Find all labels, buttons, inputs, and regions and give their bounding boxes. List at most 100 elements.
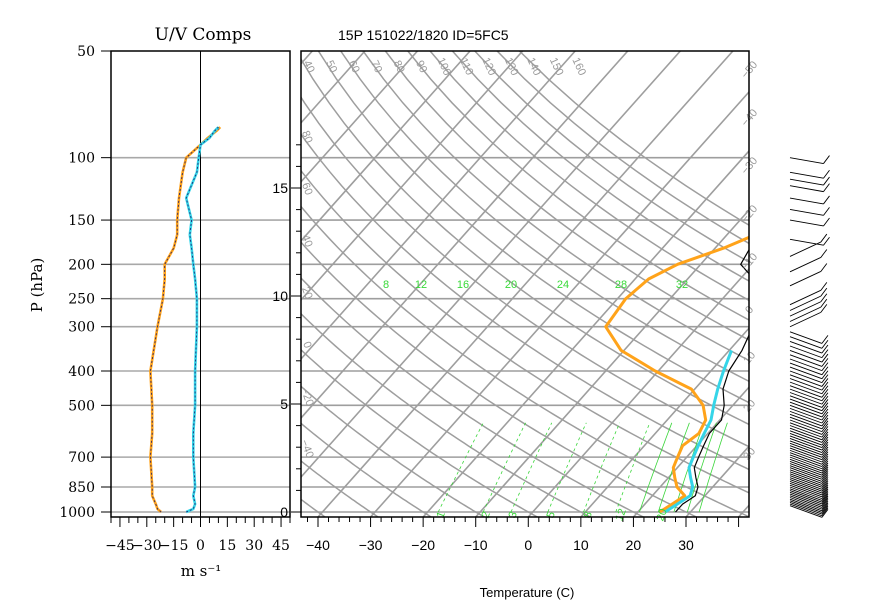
wind-barb <box>789 311 822 328</box>
left-adiabat-label: 0 <box>300 340 313 350</box>
wind-barb-flag <box>821 444 829 453</box>
uv-ytick-label: 200 <box>68 257 95 273</box>
wind-barb-flag <box>821 505 829 515</box>
wind-barb <box>789 413 823 427</box>
uv-ytick-label: 700 <box>68 450 95 466</box>
wind-barb-flag <box>821 335 829 344</box>
mixing-ratio-label: 32 <box>676 279 688 291</box>
wind-barb-flag <box>821 353 829 363</box>
wind-barb <box>789 410 823 424</box>
uv-ytick-label: 50 <box>77 44 95 60</box>
wind-barb-flag <box>821 488 829 498</box>
wind-barb <box>789 388 823 402</box>
uv-ytick-label: 100 <box>68 151 95 167</box>
wind-barb-flag <box>821 458 829 467</box>
uv-ytick-label: 850 <box>68 480 95 496</box>
wind-barb <box>789 454 823 467</box>
wind-barb-flag <box>821 502 829 512</box>
uv-xtick-label: −45 <box>105 538 135 554</box>
wind-barb <box>789 491 823 505</box>
dry-adiabat-label: 80 <box>391 59 407 75</box>
wind-barb-flag <box>823 195 830 205</box>
wind-barb <box>789 171 824 179</box>
wind-barb <box>789 463 823 476</box>
mixing-ratio-bottom-label: 8 <box>581 510 594 520</box>
wind-barb-flag <box>821 392 829 402</box>
wind-barb-flag <box>821 509 829 518</box>
wind-barb-flag <box>821 420 829 430</box>
wind-barb <box>789 178 824 186</box>
dry-adiabat-label: 150 <box>547 56 566 78</box>
uv-xtick-label: 0 <box>196 538 205 554</box>
uv-ytick-label: 400 <box>68 364 95 380</box>
skewt-xtick-label: −20 <box>411 537 435 553</box>
height-tick-label: 0 <box>280 504 288 520</box>
left-adiabat-label: 60 <box>299 181 314 197</box>
wind-barb <box>789 482 823 496</box>
isotherm <box>685 445 749 517</box>
wind-barb-flag <box>823 207 830 216</box>
wind-barb <box>789 209 824 216</box>
wind-barb <box>789 407 823 421</box>
wind-barb <box>789 438 823 451</box>
wind-barb-flag <box>821 481 829 490</box>
wind-barb <box>789 366 823 380</box>
wind-barb-flag <box>821 479 829 488</box>
wind-barb <box>789 419 823 433</box>
isotherm <box>475 208 749 517</box>
uv-xtick-label: 15 <box>218 538 236 554</box>
wind-barb-flag <box>821 482 829 492</box>
wind-barb-flag <box>821 446 829 456</box>
dry-adiabat-label: 90 <box>413 59 429 75</box>
mixing-ratio-line <box>686 422 717 513</box>
wind-barb <box>789 336 823 349</box>
wind-barb-flag <box>821 402 829 411</box>
dry-adiabat <box>301 133 749 471</box>
wind-barb-flag <box>821 374 829 383</box>
wind-barb <box>789 370 823 384</box>
wind-barb-flag <box>821 504 829 513</box>
left-adiabat-label: 80 <box>299 129 314 145</box>
wind-barb <box>789 219 824 227</box>
wind-barb-flag <box>823 176 830 186</box>
wind-barb-flag <box>821 378 829 387</box>
wind-barb <box>789 495 823 508</box>
dry-adiabat <box>301 459 380 517</box>
wind-barb <box>789 490 823 503</box>
uv-ytick-label: 500 <box>68 398 95 414</box>
wind-barb <box>789 350 823 363</box>
isotherm <box>317 51 734 517</box>
wind-barb-flag <box>820 293 828 303</box>
wind-barb-flag <box>821 340 829 349</box>
wind-barb-flag <box>823 217 830 227</box>
isotherm <box>301 51 313 65</box>
wind-barb <box>789 479 823 492</box>
wind-barb <box>789 430 823 443</box>
mixing-ratio-bottom-label: 1 <box>434 510 447 520</box>
isotherm <box>301 51 629 420</box>
wind-barb-flag <box>821 370 829 379</box>
wind-barb-flag <box>821 469 829 478</box>
dry-adiabat <box>429 51 749 302</box>
wind-barb <box>789 381 823 395</box>
dry-adiabat-label: 70 <box>368 59 384 75</box>
uv-xtick-label: −15 <box>159 538 189 554</box>
wind-barb <box>789 475 823 488</box>
dry-adiabat <box>340 51 749 383</box>
wind-barb-flag <box>821 451 829 460</box>
mixing-ratio-line <box>639 422 673 513</box>
left-adiabat-label: 40 <box>299 233 314 249</box>
wind-barb-flag <box>820 233 828 243</box>
isotherm <box>301 51 524 302</box>
dry-adiabat <box>317 51 749 404</box>
wind-barb <box>789 493 823 507</box>
uv-ytick-label: 150 <box>68 213 95 229</box>
mixing-ratio-line <box>437 422 484 513</box>
uv-xtick-label: 30 <box>245 538 263 554</box>
wind-barb-flag <box>823 169 830 179</box>
mixing-ratio-label: 28 <box>615 279 627 291</box>
wind-barb-flag <box>821 431 829 441</box>
wind-barb-flag <box>821 473 829 482</box>
isotherm <box>301 51 471 243</box>
wind-barb <box>789 345 823 359</box>
